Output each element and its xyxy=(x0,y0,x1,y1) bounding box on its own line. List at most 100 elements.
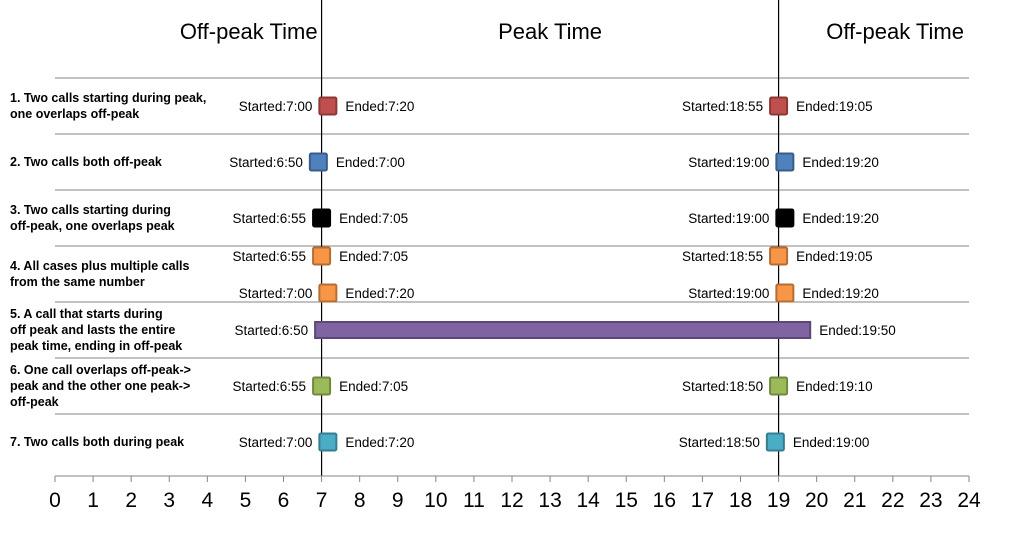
row-label: off-peak xyxy=(10,395,59,409)
call-rows: 1. Two calls starting during peak, one ov… xyxy=(10,91,896,452)
call-marker xyxy=(318,96,338,116)
call-row: 2. Two calls both off-peak Started:6:50 En… xyxy=(10,152,879,172)
x-tick-label: 8 xyxy=(354,489,366,512)
call-start-label: Started:18:50 xyxy=(679,435,760,450)
call-start-label: Started:18:55 xyxy=(682,99,763,114)
call-row: 5. A call that starts during off peak and… xyxy=(10,307,896,353)
call-end-label: Ended:19:50 xyxy=(819,323,896,338)
call-marker xyxy=(775,283,795,303)
call-end-label: Ended:19:20 xyxy=(802,155,879,170)
x-tick-label: 0 xyxy=(49,489,61,512)
call-end-label: Ended:7:20 xyxy=(345,435,414,450)
x-tick-label: 4 xyxy=(201,489,213,512)
row-label: 1. Two calls starting during peak, xyxy=(10,91,206,105)
x-tick-label: 24 xyxy=(957,489,981,512)
x-tick-label: 13 xyxy=(538,489,561,512)
x-tick-label: 15 xyxy=(615,489,638,512)
call-end-label: Ended:19:05 xyxy=(796,249,873,264)
x-tick-label: 17 xyxy=(691,489,714,512)
call-end-label: Ended:19:20 xyxy=(802,211,879,226)
peak-boundary-lines xyxy=(320,0,780,476)
call-start-label: Started:18:50 xyxy=(682,379,763,394)
row-label: 3. Two calls starting during xyxy=(10,203,171,217)
call-marker xyxy=(318,283,338,303)
row-gridlines xyxy=(55,77,969,415)
call-row: 4. All cases plus multiple calls from the… xyxy=(10,246,879,303)
x-tick-label: 22 xyxy=(881,489,904,512)
call-start-label: Started:6:55 xyxy=(233,379,307,394)
call-end-label: Ended:7:00 xyxy=(336,155,405,170)
call-start-label: Started:7:00 xyxy=(239,286,313,301)
call-marker xyxy=(775,152,795,172)
x-axis: 0 1 2 3 4 5 6 7 8 9 10 11 12 13 14 15 16 17 18 19 20 21 22 23 24 xyxy=(49,475,981,512)
x-tick-label: 3 xyxy=(163,489,175,512)
call-duration-bar xyxy=(314,321,812,339)
call-end-label: Ended:19:05 xyxy=(796,99,873,114)
call-row: 7. Two calls both during peak Started:7:0… xyxy=(10,432,870,452)
call-start-label: Started:19:00 xyxy=(688,211,769,226)
call-end-label: Ended:7:20 xyxy=(345,286,414,301)
call-end-label: Ended:7:20 xyxy=(345,99,414,114)
call-end-label: Ended:19:20 xyxy=(802,286,879,301)
call-start-label: Started:7:00 xyxy=(239,435,313,450)
call-start-label: Started:19:00 xyxy=(688,286,769,301)
period-title: Off-peak Time xyxy=(826,19,964,44)
call-row: 1. Two calls starting during peak, one ov… xyxy=(10,91,873,121)
call-marker xyxy=(769,96,789,116)
x-tick-label: 16 xyxy=(653,489,676,512)
call-marker xyxy=(312,246,332,266)
call-end-label: Ended:7:05 xyxy=(339,249,408,264)
call-end-label: Ended:7:05 xyxy=(339,211,408,226)
row-label: 5. A call that starts during xyxy=(10,307,163,321)
call-start-label: Started:7:00 xyxy=(239,99,313,114)
call-end-label: Ended:7:05 xyxy=(339,379,408,394)
call-start-label: Started:6:55 xyxy=(233,211,307,226)
x-tick-label: 12 xyxy=(500,489,523,512)
call-marker xyxy=(769,246,789,266)
call-row: 6. One call overlaps off-peak-> peak and … xyxy=(10,363,873,409)
x-tick-label: 1 xyxy=(87,489,99,512)
row-label: peak time, ending in off-peak xyxy=(10,339,182,353)
x-tick-label: 5 xyxy=(240,489,252,512)
call-start-label: Started:6:50 xyxy=(229,155,303,170)
row-label: one overlaps off-peak xyxy=(10,107,139,121)
call-start-label: Started:6:50 xyxy=(235,323,309,338)
x-tick-label: 10 xyxy=(424,489,447,512)
call-end-label: Ended:19:00 xyxy=(793,435,870,450)
call-row: 3. Two calls starting during off-peak, on… xyxy=(10,203,879,233)
call-marker xyxy=(308,152,328,172)
row-label: peak and the other one peak-> xyxy=(10,379,190,393)
x-tick-label: 7 xyxy=(316,489,328,512)
x-tick-label: 2 xyxy=(125,489,137,512)
call-marker xyxy=(318,432,338,452)
x-tick-label: 23 xyxy=(919,489,942,512)
row-label: off peak and lasts the entire xyxy=(10,323,175,337)
call-marker xyxy=(765,432,785,452)
call-start-label: Started:19:00 xyxy=(688,155,769,170)
call-marker xyxy=(769,376,789,396)
x-tick-label: 21 xyxy=(843,489,866,512)
row-label: 2. Two calls both off-peak xyxy=(10,155,162,169)
period-titles: Off-peak Time Peak Time Off-peak Time xyxy=(180,19,964,44)
call-marker xyxy=(775,208,795,228)
call-end-label: Ended:19:10 xyxy=(796,379,873,394)
call-marker xyxy=(312,376,332,396)
row-label: off-peak, one overlaps peak xyxy=(10,219,175,233)
call-start-label: Started:18:55 xyxy=(682,249,763,264)
period-title: Off-peak Time xyxy=(180,19,318,44)
x-tick-label: 20 xyxy=(805,489,828,512)
period-title: Peak Time xyxy=(498,19,602,44)
row-label: from the same number xyxy=(10,275,145,289)
row-label: 6. One call overlaps off-peak-> xyxy=(10,363,191,377)
x-tick-label: 9 xyxy=(392,489,404,512)
x-tick-label: 6 xyxy=(278,489,290,512)
x-tick-label: 19 xyxy=(767,489,790,512)
row-label: 4. All cases plus multiple calls xyxy=(10,259,190,273)
x-tick-label: 11 xyxy=(463,489,485,512)
call-start-label: Started:6:55 xyxy=(233,249,307,264)
row-label: 7. Two calls both during peak xyxy=(10,435,184,449)
call-marker xyxy=(312,208,332,228)
x-tick-label: 14 xyxy=(576,489,600,512)
x-tick-label: 18 xyxy=(729,489,752,512)
